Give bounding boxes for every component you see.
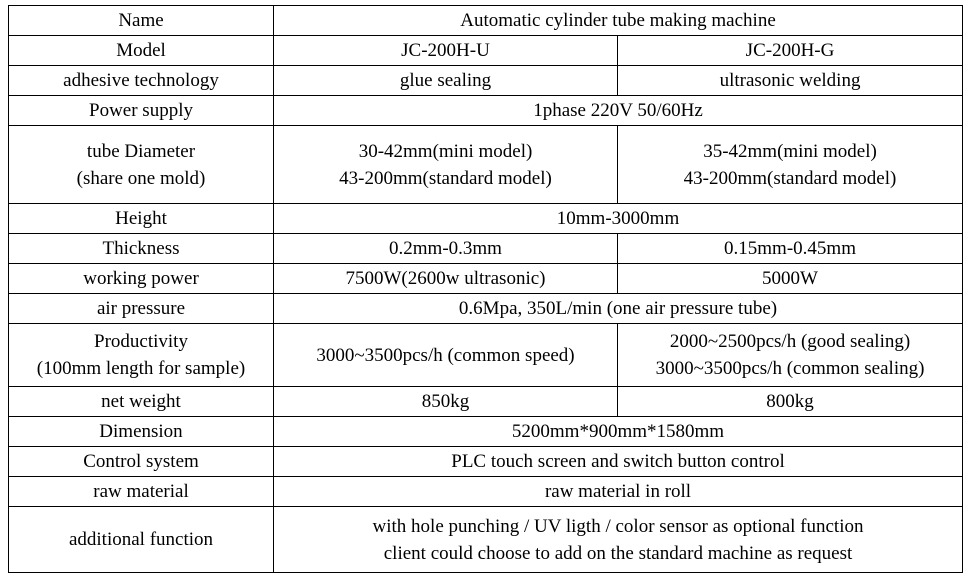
cell-text: with hole punching / UV ligth / color se… <box>372 515 864 537</box>
cell-text: additional function <box>68 529 214 550</box>
row-value: Automatic cylinder tube making machine <box>272 5 964 36</box>
row-value: with hole punching / UV ligth / color se… <box>272 506 964 573</box>
spec-table: Name Automatic cylinder tube making machi… <box>8 5 964 573</box>
cell-text: Name <box>118 10 164 31</box>
cell-text: 2000~2500pcs/h (good sealing) <box>669 331 911 352</box>
table-row: air pressure 0.6Mpa, 350L/min (one air pr… <box>8 293 964 324</box>
cell-text: (100mm length for sample) <box>36 358 246 379</box>
cell-text: 850kg <box>421 391 470 412</box>
cell-text: PLC touch screen and switch button contr… <box>451 451 785 472</box>
cell-text: 43-200mm(standard model) <box>683 167 897 189</box>
row-label: additional function <box>8 506 274 573</box>
row-label: raw material <box>8 476 274 507</box>
row-value: JC-200H-U <box>273 35 618 66</box>
cell-text: 43-200mm(standard model) <box>339 167 552 189</box>
cell-text: Height <box>115 208 167 229</box>
cell-text: Thickness <box>102 238 180 259</box>
row-label: Thickness <box>8 233 274 264</box>
row-label: Control system <box>8 446 274 477</box>
row-value: 3000~3500pcs/h (common speed) <box>273 323 618 387</box>
cell-text: raw material in roll <box>544 481 692 502</box>
table-row: Productivity (100mm length for sample) 300… <box>8 323 964 387</box>
cell-text: raw material <box>93 481 189 502</box>
table-row: Power supply 1phase 220V 50/60Hz <box>8 95 964 126</box>
cell-text: 800kg <box>766 391 814 412</box>
table-row: Height 10mm-3000mm <box>8 203 964 234</box>
row-label: tube Diameter (share one mold) <box>8 125 274 204</box>
row-label: Power supply <box>8 95 274 126</box>
row-value: 0.6Mpa, 350L/min (one air pressure tube) <box>272 293 964 324</box>
table-row: raw material raw material in roll <box>8 476 964 507</box>
row-label: Name <box>8 5 274 36</box>
row-value: raw material in roll <box>272 476 964 507</box>
cell-text: 10mm-3000mm <box>556 208 680 229</box>
row-value: 35-42mm(mini model) 43-200mm(standard mod… <box>616 125 964 204</box>
cell-text: 3000~3500pcs/h (common sealing) <box>655 358 925 379</box>
table-row: Dimension 5200mm*900mm*1580mm <box>8 416 964 447</box>
cell-text: JC-200H-U <box>401 40 490 61</box>
row-label: air pressure <box>8 293 274 324</box>
row-value: 850kg <box>273 386 618 417</box>
table-body: Name Automatic cylinder tube making machi… <box>8 5 964 573</box>
table-row: Name Automatic cylinder tube making machi… <box>8 5 964 36</box>
table-row: adhesive technology glue sealing ultrasoni… <box>8 65 964 96</box>
cell-text: air pressure <box>96 298 186 319</box>
cell-text: 7500W(2600w ultrasonic) <box>345 268 546 289</box>
cell-text: net weight <box>101 391 181 412</box>
cell-text: 1phase 220V 50/60Hz <box>533 100 703 121</box>
cell-text: 3000~3500pcs/h (common speed) <box>316 344 575 366</box>
cell-text: 0.6Mpa, 350L/min (one air pressure tube) <box>458 298 778 319</box>
cell-text: 5200mm*900mm*1580mm <box>511 421 725 442</box>
table-row: net weight 850kg 800kg <box>8 386 964 417</box>
cell-text: ultrasonic welding <box>719 70 861 91</box>
table-row: Thickness 0.2mm-0.3mm 0.15mm-0.45mm <box>8 233 964 264</box>
cell-text: 0.2mm-0.3mm <box>389 238 502 259</box>
table-row: Model JC-200H-U JC-200H-G <box>8 35 964 66</box>
cell-text: Dimension <box>99 421 183 442</box>
row-value: JC-200H-G <box>616 35 964 66</box>
row-value: PLC touch screen and switch button contr… <box>272 446 964 477</box>
cell-text: (share one mold) <box>76 167 206 189</box>
table-row: tube Diameter (share one mold) 30-42mm(min… <box>8 125 964 204</box>
row-value: 10mm-3000mm <box>272 203 964 234</box>
cell-text: Power supply <box>89 100 193 121</box>
cell-text: Model <box>116 40 166 61</box>
cell-text: 35-42mm(mini model) <box>703 140 877 162</box>
cell-text: adhesive technology <box>63 70 219 91</box>
row-value: 0.15mm-0.45mm <box>616 233 964 264</box>
cell-text: Productivity <box>94 331 188 352</box>
cell-text: tube Diameter <box>86 140 196 162</box>
row-label: Height <box>8 203 274 234</box>
cell-text: Control system <box>83 451 199 472</box>
table-row: Control system PLC touch screen and switc… <box>8 446 964 477</box>
table-row: additional function with hole punching / … <box>8 506 964 573</box>
row-label: net weight <box>8 386 274 417</box>
cell-text: 30-42mm(mini model) <box>358 140 533 162</box>
row-value: 1phase 220V 50/60Hz <box>272 95 964 126</box>
row-value: 7500W(2600w ultrasonic) <box>273 263 618 294</box>
row-label: working power <box>8 263 274 294</box>
cell-text: 5000W <box>762 268 818 289</box>
row-value: ultrasonic welding <box>616 65 964 96</box>
row-value: 0.2mm-0.3mm <box>273 233 618 264</box>
row-value: glue sealing <box>273 65 618 96</box>
row-value: 30-42mm(mini model) 43-200mm(standard mod… <box>273 125 618 204</box>
row-label: Dimension <box>8 416 274 447</box>
row-label: Model <box>8 35 274 66</box>
cell-text: client could choose to add on the standa… <box>383 542 853 564</box>
row-value: 5000W <box>616 263 964 294</box>
cell-text: JC-200H-G <box>745 40 835 61</box>
cell-text: glue sealing <box>399 70 492 91</box>
cell-text: working power <box>83 268 199 289</box>
row-value: 800kg <box>616 386 964 417</box>
row-value: 2000~2500pcs/h (good sealing) 3000~3500pc… <box>616 323 964 387</box>
row-label: Productivity (100mm length for sample) <box>8 323 274 387</box>
cell-text: Automatic cylinder tube making machine <box>460 10 776 31</box>
cell-text: 0.15mm-0.45mm <box>724 238 856 259</box>
row-label: adhesive technology <box>8 65 274 96</box>
table-row: working power 7500W(2600w ultrasonic) 5000… <box>8 263 964 294</box>
row-value: 5200mm*900mm*1580mm <box>272 416 964 447</box>
